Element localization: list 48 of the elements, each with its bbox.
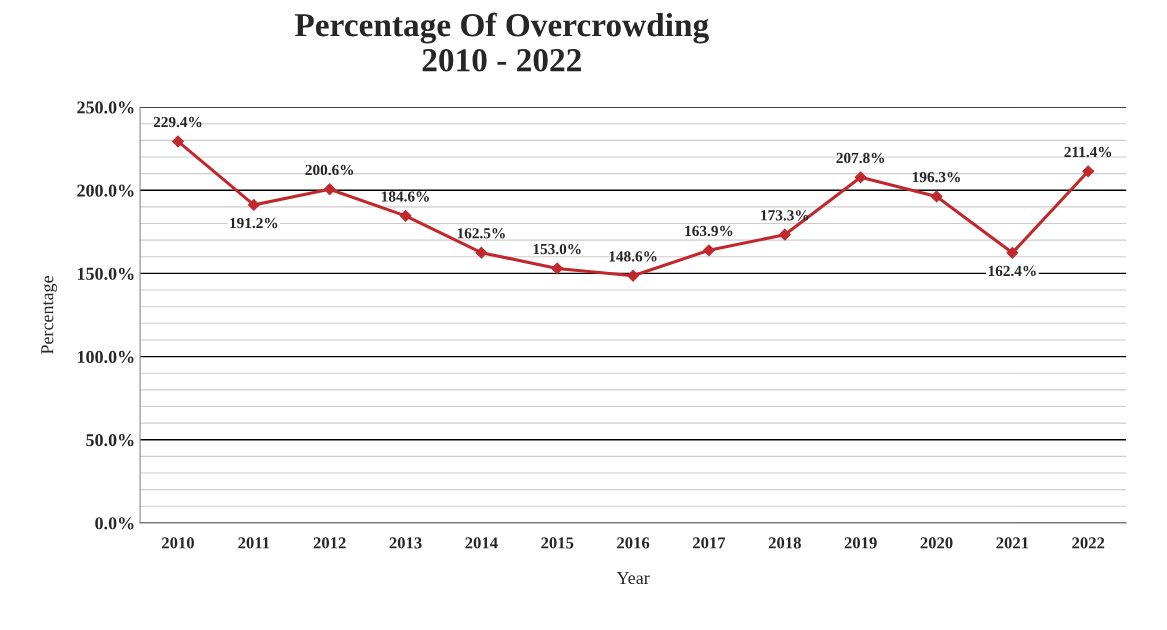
data-label: 163.9% — [685, 225, 733, 237]
x-axis-title: Year — [616, 572, 650, 585]
chart-title: Percentage Of Overcrowding 2010 - 2022 — [294, 12, 709, 72]
data-label: 148.6% — [609, 251, 657, 262]
x-tick-label: 2017 — [692, 537, 726, 549]
data-label: 229.4% — [153, 116, 202, 128]
y-tick-label: 50.0% — [86, 434, 134, 447]
point — [172, 135, 184, 148]
point — [1082, 165, 1095, 178]
x-tick-label: 2013 — [389, 537, 422, 549]
y-tick-label: 100.0% — [77, 350, 134, 364]
point — [1006, 246, 1019, 259]
y-tick-label: 150.0% — [77, 267, 134, 280]
point — [323, 183, 336, 196]
data-label: 191.2% — [230, 217, 278, 229]
x-tick-label: 2021 — [996, 537, 1029, 549]
point — [703, 244, 715, 257]
data-label: 184.6% — [381, 191, 429, 202]
x-tick-label: 2015 — [541, 537, 574, 549]
x-tick-label: 2014 — [465, 537, 498, 549]
x-tick-label: 2022 — [1072, 537, 1105, 549]
data-label: 211.4% — [1064, 146, 1112, 158]
y-tick-label: 200.0% — [77, 184, 134, 197]
x-tick-label: 2011 — [238, 537, 270, 549]
point — [930, 190, 943, 203]
x-tick-label: 2010 — [162, 537, 194, 549]
data-label: 173.3% — [761, 210, 809, 221]
point — [399, 209, 412, 222]
point — [475, 246, 488, 259]
x-tick-label: 2018 — [768, 537, 801, 549]
point — [778, 228, 791, 241]
x-tick-label: 2020 — [920, 537, 953, 549]
data-label: 207.8% — [836, 152, 885, 164]
x-tick-label: 2016 — [617, 537, 650, 549]
x-tick-label: 2012 — [313, 537, 346, 549]
data-label: 162.5% — [457, 228, 505, 239]
point — [627, 269, 640, 282]
data-label: 196.3% — [912, 171, 960, 183]
data-label: 162.4% — [988, 265, 1036, 277]
x-tick-label: 2019 — [844, 537, 877, 549]
y-tick-label: 250.0% — [77, 101, 134, 114]
y-axis-title: Percentage — [41, 276, 58, 355]
data-label: 200.6% — [305, 164, 354, 176]
data-label: 153.0% — [533, 243, 581, 255]
point — [247, 198, 260, 211]
y-tick-label: 0.0% — [95, 517, 134, 530]
point — [854, 171, 867, 184]
point — [551, 262, 564, 275]
